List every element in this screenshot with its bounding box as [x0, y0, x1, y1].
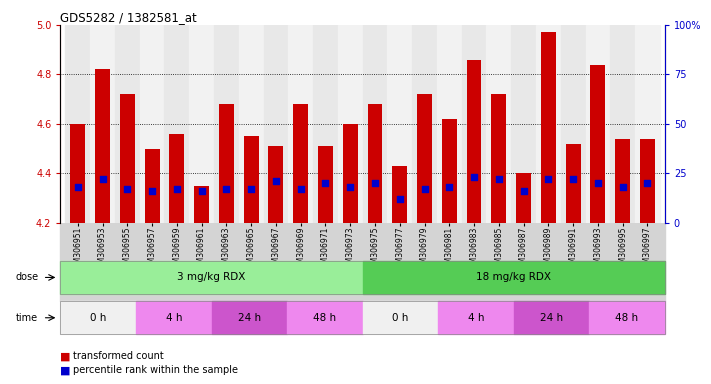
- Bar: [610, 25, 635, 223]
- Bar: [95, 70, 110, 223]
- Point: [518, 188, 529, 194]
- Bar: [288, 25, 313, 223]
- Point: [394, 196, 405, 202]
- Point: [345, 184, 356, 190]
- Bar: [90, 25, 115, 223]
- Bar: [615, 139, 630, 223]
- Bar: [264, 25, 288, 223]
- Point: [469, 174, 480, 180]
- Bar: [144, 149, 159, 223]
- Bar: [269, 146, 284, 223]
- Bar: [189, 25, 214, 223]
- Text: 0 h: 0 h: [392, 313, 409, 323]
- Bar: [115, 25, 139, 223]
- Bar: [541, 32, 556, 223]
- Bar: [586, 25, 610, 223]
- Text: 48 h: 48 h: [616, 313, 638, 323]
- Text: 18 mg/kg RDX: 18 mg/kg RDX: [476, 272, 551, 283]
- Point: [196, 188, 208, 194]
- Bar: [590, 65, 605, 223]
- Text: dose: dose: [16, 272, 38, 283]
- Bar: [511, 25, 536, 223]
- Bar: [461, 25, 486, 223]
- Bar: [194, 185, 209, 223]
- Point: [542, 176, 554, 182]
- Text: 4 h: 4 h: [166, 313, 182, 323]
- Bar: [368, 104, 383, 223]
- Text: 48 h: 48 h: [314, 313, 336, 323]
- Point: [72, 184, 83, 190]
- Bar: [363, 25, 387, 223]
- Text: GDS5282 / 1382581_at: GDS5282 / 1382581_at: [60, 12, 197, 25]
- Bar: [139, 25, 164, 223]
- Bar: [65, 25, 90, 223]
- Point: [419, 186, 430, 192]
- Bar: [466, 60, 481, 223]
- Text: 24 h: 24 h: [237, 313, 261, 323]
- Point: [369, 180, 380, 186]
- Point: [320, 180, 331, 186]
- Bar: [417, 94, 432, 223]
- Bar: [635, 25, 660, 223]
- Text: transformed count: transformed count: [73, 351, 164, 361]
- Bar: [313, 25, 338, 223]
- Bar: [239, 25, 264, 223]
- Point: [171, 186, 183, 192]
- Text: percentile rank within the sample: percentile rank within the sample: [73, 365, 238, 375]
- Point: [444, 184, 455, 190]
- Bar: [392, 166, 407, 223]
- Text: ■: ■: [60, 351, 71, 361]
- Point: [245, 186, 257, 192]
- Point: [617, 184, 629, 190]
- Bar: [244, 136, 259, 223]
- Point: [220, 186, 232, 192]
- Bar: [491, 94, 506, 223]
- Bar: [387, 25, 412, 223]
- Bar: [214, 25, 239, 223]
- Text: 4 h: 4 h: [468, 313, 484, 323]
- Bar: [437, 25, 461, 223]
- Point: [642, 180, 653, 186]
- Text: ■: ■: [60, 365, 71, 375]
- Bar: [164, 25, 189, 223]
- Bar: [516, 173, 531, 223]
- Bar: [120, 94, 135, 223]
- Bar: [536, 25, 561, 223]
- Text: 24 h: 24 h: [540, 313, 563, 323]
- Text: time: time: [16, 313, 38, 323]
- Point: [567, 176, 579, 182]
- Bar: [219, 104, 234, 223]
- Point: [493, 176, 505, 182]
- Bar: [561, 25, 586, 223]
- Bar: [442, 119, 456, 223]
- Bar: [293, 104, 308, 223]
- Bar: [318, 146, 333, 223]
- Point: [295, 186, 306, 192]
- Point: [146, 188, 158, 194]
- Bar: [343, 124, 358, 223]
- Bar: [70, 124, 85, 223]
- Bar: [338, 25, 363, 223]
- Point: [270, 178, 282, 184]
- Bar: [566, 144, 581, 223]
- Bar: [640, 139, 655, 223]
- Point: [97, 176, 108, 182]
- Point: [122, 186, 133, 192]
- Text: 0 h: 0 h: [90, 313, 107, 323]
- Bar: [486, 25, 511, 223]
- Text: 3 mg/kg RDX: 3 mg/kg RDX: [177, 272, 246, 283]
- Bar: [169, 134, 184, 223]
- Point: [592, 180, 604, 186]
- Bar: [412, 25, 437, 223]
